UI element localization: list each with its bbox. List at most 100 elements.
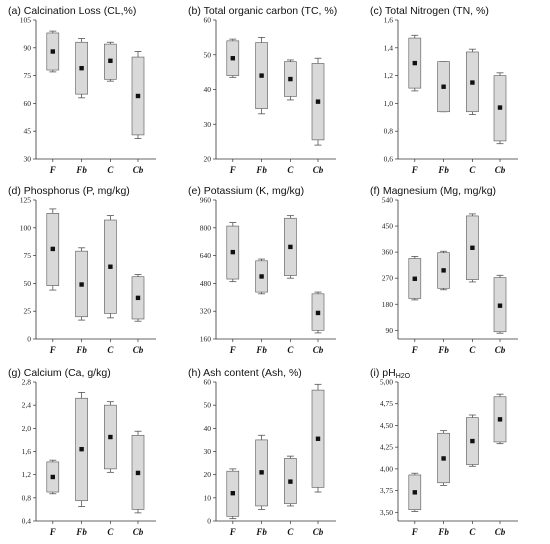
box-Fb	[437, 61, 450, 113]
x-tick-label: Cb	[495, 527, 506, 537]
x-tick-label: Cb	[133, 527, 144, 537]
box-F	[408, 256, 422, 301]
mean-marker	[470, 245, 475, 250]
y-tick-label: 160	[200, 335, 212, 344]
mean-marker	[230, 56, 235, 61]
y-tick-label: 0,8	[22, 493, 32, 502]
y-tick-label: 180	[382, 300, 394, 309]
x-tick-label: Cb	[313, 527, 324, 537]
y-tick-label: 10	[204, 493, 212, 502]
box-Fb	[437, 430, 450, 486]
mean-marker	[135, 470, 141, 476]
mean-marker	[259, 470, 264, 475]
box-Cb	[131, 274, 145, 322]
mean-marker	[79, 282, 84, 287]
mean-marker	[470, 80, 475, 85]
box-Cb	[493, 72, 507, 145]
x-tick-label: F	[49, 527, 56, 537]
x-tick-label: F	[229, 527, 236, 537]
x-tick-label: C	[469, 165, 476, 175]
x-tick-label: C	[287, 527, 294, 537]
x-tick-label: Cb	[313, 165, 324, 175]
y-tick-label: 0	[27, 335, 31, 344]
panel-letter: (h)	[188, 367, 203, 379]
y-tick-label: 0,4	[22, 517, 32, 526]
y-tick-label: 1,6	[22, 447, 32, 456]
x-tick-label: C	[287, 165, 294, 175]
y-tick-label: 3,75	[380, 486, 393, 495]
panel-letter: (g)	[8, 367, 24, 379]
title-subscript: H2O	[396, 373, 411, 380]
box-Fb	[75, 38, 88, 99]
box-F	[46, 459, 60, 495]
box-Cb	[311, 57, 325, 146]
box-Cb	[493, 393, 507, 445]
x-tick-label: Fb	[437, 527, 449, 537]
x-tick-label: F	[411, 527, 418, 537]
x-tick-label: Cb	[495, 345, 506, 355]
x-tick-label: C	[469, 527, 476, 537]
x-tick-label: F	[229, 345, 236, 355]
x-tick-label: C	[469, 345, 476, 355]
chart-panel-1: (a) Calcination Loss (CL,%) 30 45 60 75 90 105…	[8, 5, 156, 175]
y-tick-label: 30	[204, 447, 212, 456]
y-tick-label: 50	[24, 279, 32, 288]
panel-letter: (i)	[370, 367, 382, 379]
y-tick-label: 20	[204, 155, 212, 164]
mean-marker	[108, 58, 113, 63]
box-C	[466, 48, 479, 115]
mean-marker	[79, 446, 84, 452]
mean-marker	[135, 93, 141, 99]
chart-panel-6: (f) Magnesium (Mg, mg/kg) 90 180 270 360 450 5…	[370, 185, 518, 355]
x-tick-label: C	[287, 345, 294, 355]
mean-marker	[470, 438, 475, 444]
mean-marker	[497, 417, 503, 422]
chart-panel-5: (e) Potassium (K, mg/kg) 160 320 480 640 800 9…	[188, 185, 336, 355]
mean-marker	[135, 295, 141, 301]
box-Fb	[437, 250, 450, 291]
title-text: Phosphorus (P, mg/kg)	[24, 185, 130, 197]
mean-marker	[259, 73, 264, 78]
mean-marker	[108, 434, 113, 440]
chart-panel-4: (d) Phosphorus (P, mg/kg) 0 25 50 75 100 125 F F…	[8, 185, 156, 355]
box-Fb	[255, 36, 268, 115]
panel-letter: (d)	[8, 185, 24, 197]
title-text: Total Nitrogen (TN, %)	[385, 5, 489, 17]
y-tick-label: 5,00	[380, 378, 393, 387]
box-C	[104, 215, 117, 319]
panel-letter: (b)	[188, 5, 204, 17]
y-tick-label: 1,2	[384, 71, 394, 80]
y-tick-label: 100	[20, 223, 32, 232]
y-tick-label: 0,6	[384, 155, 394, 164]
x-tick-label: F	[49, 165, 56, 175]
mean-marker	[315, 99, 321, 104]
y-tick-label: 60	[204, 378, 212, 387]
panel-letter: (a)	[8, 5, 24, 17]
x-tick-label: Cb	[313, 345, 324, 355]
y-tick-label: 90	[386, 326, 394, 335]
x-tick-label: Cb	[133, 345, 144, 355]
x-tick-label: Fb	[437, 345, 449, 355]
mean-marker	[412, 490, 417, 495]
mean-marker	[79, 65, 84, 71]
y-tick-label: 2,4	[22, 401, 32, 410]
chart-title: (f) Magnesium (Mg, mg/kg)	[370, 185, 496, 197]
y-tick-label: 60	[24, 99, 32, 108]
y-tick-label: 360	[382, 248, 394, 257]
box-Cb	[311, 291, 325, 334]
y-tick-label: 4,75	[380, 399, 393, 408]
box-F	[408, 34, 422, 92]
title-text: pH	[382, 367, 395, 379]
mean-marker	[497, 303, 503, 308]
box-C	[466, 414, 479, 467]
chart-title: (d) Phosphorus (P, mg/kg)	[8, 185, 130, 197]
title-text: Ash content (Ash, %)	[203, 367, 302, 379]
panel-letter: (e)	[188, 185, 204, 197]
y-tick-label: 0	[207, 517, 211, 526]
y-tick-label: 540	[382, 196, 394, 205]
x-tick-label: Cb	[495, 165, 506, 175]
mean-marker	[441, 268, 446, 273]
title-text: Magnesium (Mg, mg/kg)	[383, 185, 496, 197]
box-Fb	[255, 434, 268, 510]
chart-panel-7: (g) Calcium (Ca, g/kg) 0,4 0,8 1,2 1,6 2,0 2,4…	[8, 367, 156, 537]
